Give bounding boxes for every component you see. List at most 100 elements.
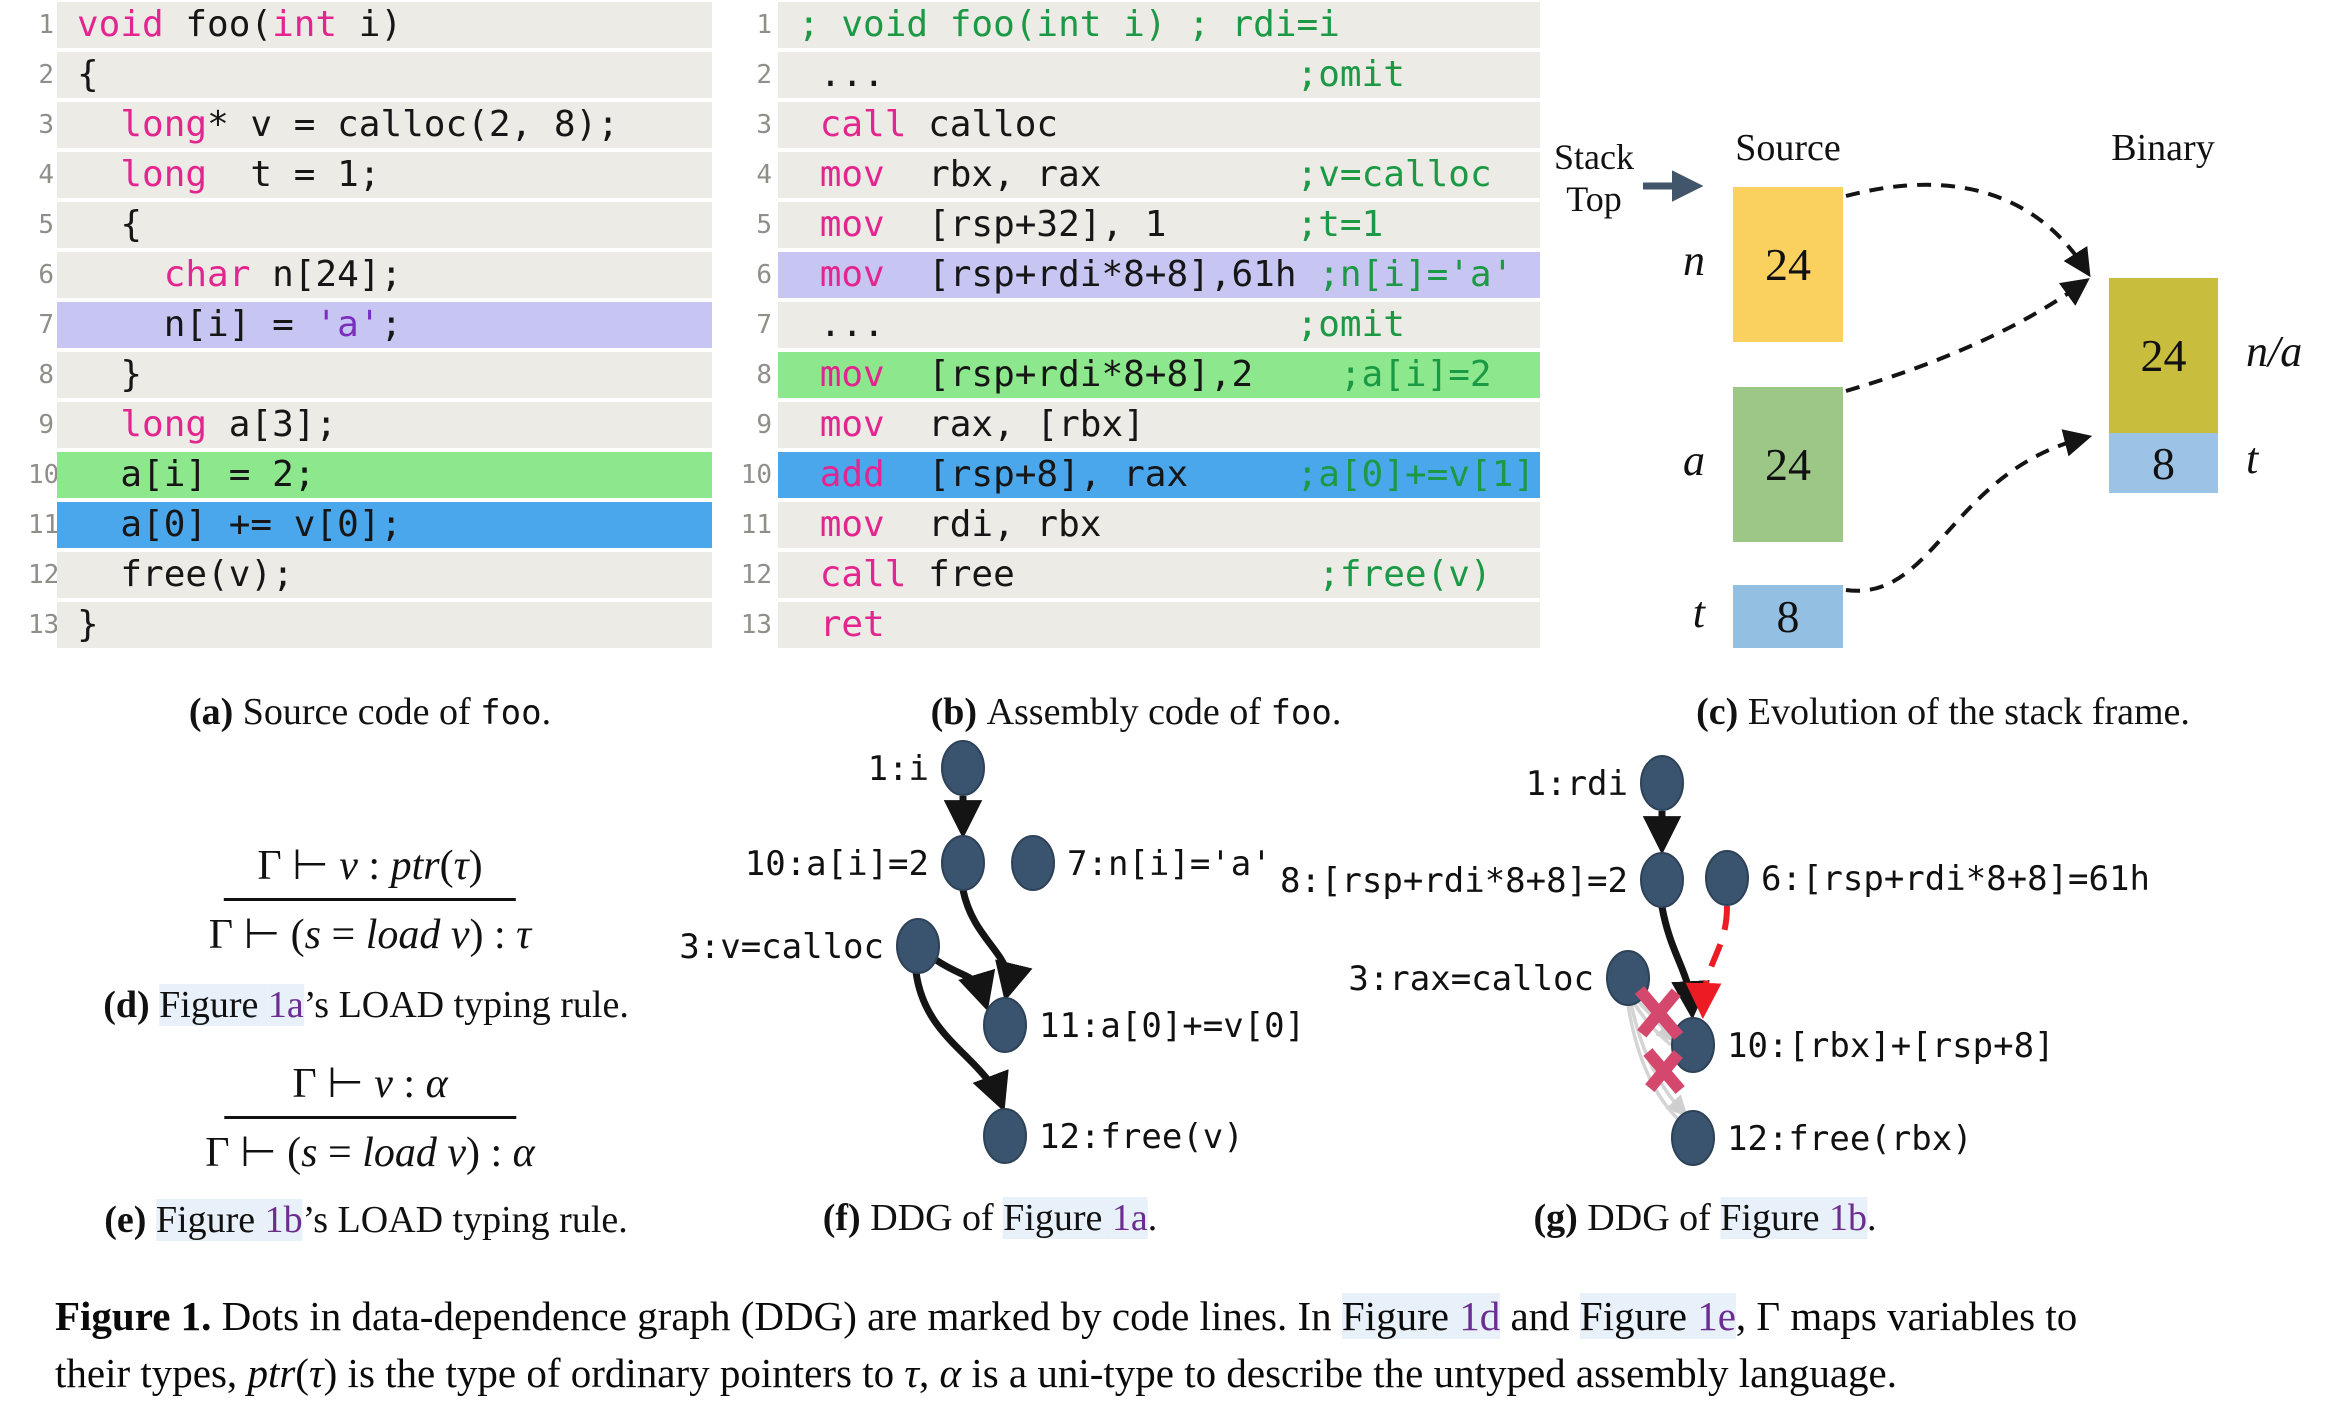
text-segment: ): [468, 843, 483, 889]
ddg-node-label-3: 3:v=calloc: [679, 927, 884, 967]
code-token: [1015, 554, 1318, 595]
line-number: 9: [756, 410, 772, 440]
figure-link[interactable]: Figure: [159, 984, 268, 1026]
code-line-6: 6 char n[24];: [28, 252, 712, 298]
map-n-to-binary: [1845, 182, 2091, 278]
line-number: 13: [740, 610, 772, 640]
code-token: t = 1;: [207, 154, 381, 195]
code-token: mov: [819, 254, 885, 295]
caption-c: (c) Evolution of the stack frame.: [1696, 690, 2190, 734]
figure-link[interactable]: 1b: [264, 1199, 303, 1241]
code-text: call calloc: [778, 102, 1540, 148]
code-token: [77, 104, 120, 145]
line-number: 4: [756, 160, 772, 190]
code-line-3: 3 call calloc: [732, 102, 1540, 148]
fraction-line: [223, 1116, 516, 1119]
stack-box-size: 8: [2152, 437, 2175, 489]
code-token: calloc: [906, 104, 1059, 145]
line-number: 7: [38, 310, 54, 340]
line-number: 3: [756, 110, 772, 140]
line-number: 2: [38, 60, 54, 90]
figure-link[interactable]: 1e: [1697, 1293, 1736, 1339]
text-segment: =: [317, 1130, 363, 1176]
code-line-5: 5 mov [rsp+32], 1 ;t=1: [732, 202, 1540, 248]
code-token: long: [120, 154, 208, 195]
figure-link[interactable]: Figure: [1720, 1197, 1830, 1239]
code-line-10: 10 a[i] = 2;: [28, 452, 712, 498]
code-token: [798, 604, 820, 645]
ddg-node-12: [1671, 1110, 1715, 1166]
caption-g: (g) DDG of Figure 1b.: [1533, 1196, 1877, 1240]
code-token: foo(: [163, 4, 273, 45]
line-number: 9: [38, 410, 54, 440]
text-segment: ’s LOAD typing rule.: [303, 984, 629, 1026]
code-token: rax, [rbx]: [884, 404, 1145, 445]
figure-link[interactable]: Figure: [1003, 1197, 1112, 1239]
code-text: char n[24];: [57, 252, 712, 298]
line-number: 11: [740, 510, 772, 540]
code-token: [798, 504, 820, 545]
code-line-7: 7 ... ;omit: [732, 302, 1540, 348]
text-segment: :: [392, 1061, 426, 1107]
code-text: mov rax, [rbx]: [778, 402, 1540, 448]
figure-link[interactable]: Figure: [155, 1199, 265, 1241]
code-text: mov rdi, rbx: [778, 502, 1540, 548]
code-token: [798, 454, 820, 495]
ddg-edge-3-to-12: [1626, 1004, 1680, 1121]
stack-box-size: 24: [1765, 439, 1811, 490]
text-segment: s: [301, 1130, 318, 1176]
ddg-edge-3-to-11: [934, 957, 996, 1012]
figure-link[interactable]: Figure: [1579, 1293, 1698, 1339]
ddg-edge-10-to-11: [959, 889, 1033, 1002]
figure-link[interactable]: 1a: [267, 984, 304, 1026]
code-token: mov: [819, 504, 885, 545]
stack-box-size: 24: [1765, 239, 1811, 290]
line-number: 13: [28, 610, 60, 640]
code-text: mov [rsp+32], 1 ;t=1: [778, 202, 1540, 248]
code-token: ;free(v): [1318, 554, 1492, 595]
figure-caption-line1: Figure 1. Dots in data-dependence graph …: [55, 1288, 2305, 1345]
code-token: add: [819, 454, 885, 495]
stack-box-size: 24: [2140, 330, 2187, 381]
ddg-node-1: [941, 740, 985, 796]
code-line-9: 9 mov rax, [rbx]: [732, 402, 1540, 448]
text-segment: (a): [188, 691, 243, 733]
code-token: [rsp+8], rax: [884, 454, 1297, 495]
text-segment: .: [1331, 691, 1342, 733]
figure-link[interactable]: Figure: [1341, 1293, 1460, 1339]
code-line-4: 4 mov rbx, rax ;v=calloc: [732, 152, 1540, 198]
highlighted-code-text: n[i] = 'a';: [57, 302, 712, 348]
code-token: [rsp+32], 1: [884, 204, 1167, 245]
figure-link[interactable]: 1a: [1111, 1197, 1148, 1239]
code-token: [77, 254, 164, 295]
text-segment: , Γ maps variables to: [1735, 1293, 2078, 1339]
code-line-13: 13 ret: [732, 602, 1540, 648]
code-token: ret: [819, 604, 885, 645]
line-number: 5: [38, 210, 54, 240]
highlighted-code-text: a[i] = 2;: [57, 452, 712, 498]
code-token: ;t=1: [1296, 204, 1384, 245]
text-segment: Dots in data-dependence graph (DDG) are …: [211, 1293, 1342, 1339]
text-segment: τ: [453, 843, 469, 889]
code-line-8: 8 }: [28, 352, 712, 398]
figure-link[interactable]: 1d: [1459, 1293, 1501, 1339]
figure-link[interactable]: 1b: [1829, 1197, 1868, 1239]
code-token: long: [120, 104, 208, 145]
code-text: }: [57, 352, 712, 398]
rule-d-denominator: Γ ⊢ (s = load v) : τ: [209, 909, 531, 959]
figure-caption: Figure 1. Dots in data-dependence graph …: [55, 1288, 2305, 1402]
code-token: ;a[i]=2: [1339, 354, 1492, 395]
code-token: ...: [798, 54, 885, 95]
text-segment: :: [357, 843, 391, 889]
stack-var-label: a: [1683, 435, 1705, 485]
text-segment: is a uni-type to describe the untyped as…: [961, 1350, 1897, 1396]
text-segment: .: [1147, 1197, 1158, 1239]
line-number: 1: [38, 10, 54, 40]
code-token: {: [77, 204, 143, 245]
code-token: ;: [380, 304, 403, 345]
code-token: char: [163, 254, 251, 295]
code-text: call free ;free(v): [778, 552, 1540, 598]
code-token: mov: [819, 404, 885, 445]
text-segment: (c): [1696, 691, 1748, 733]
text-segment: (e): [104, 1199, 156, 1241]
